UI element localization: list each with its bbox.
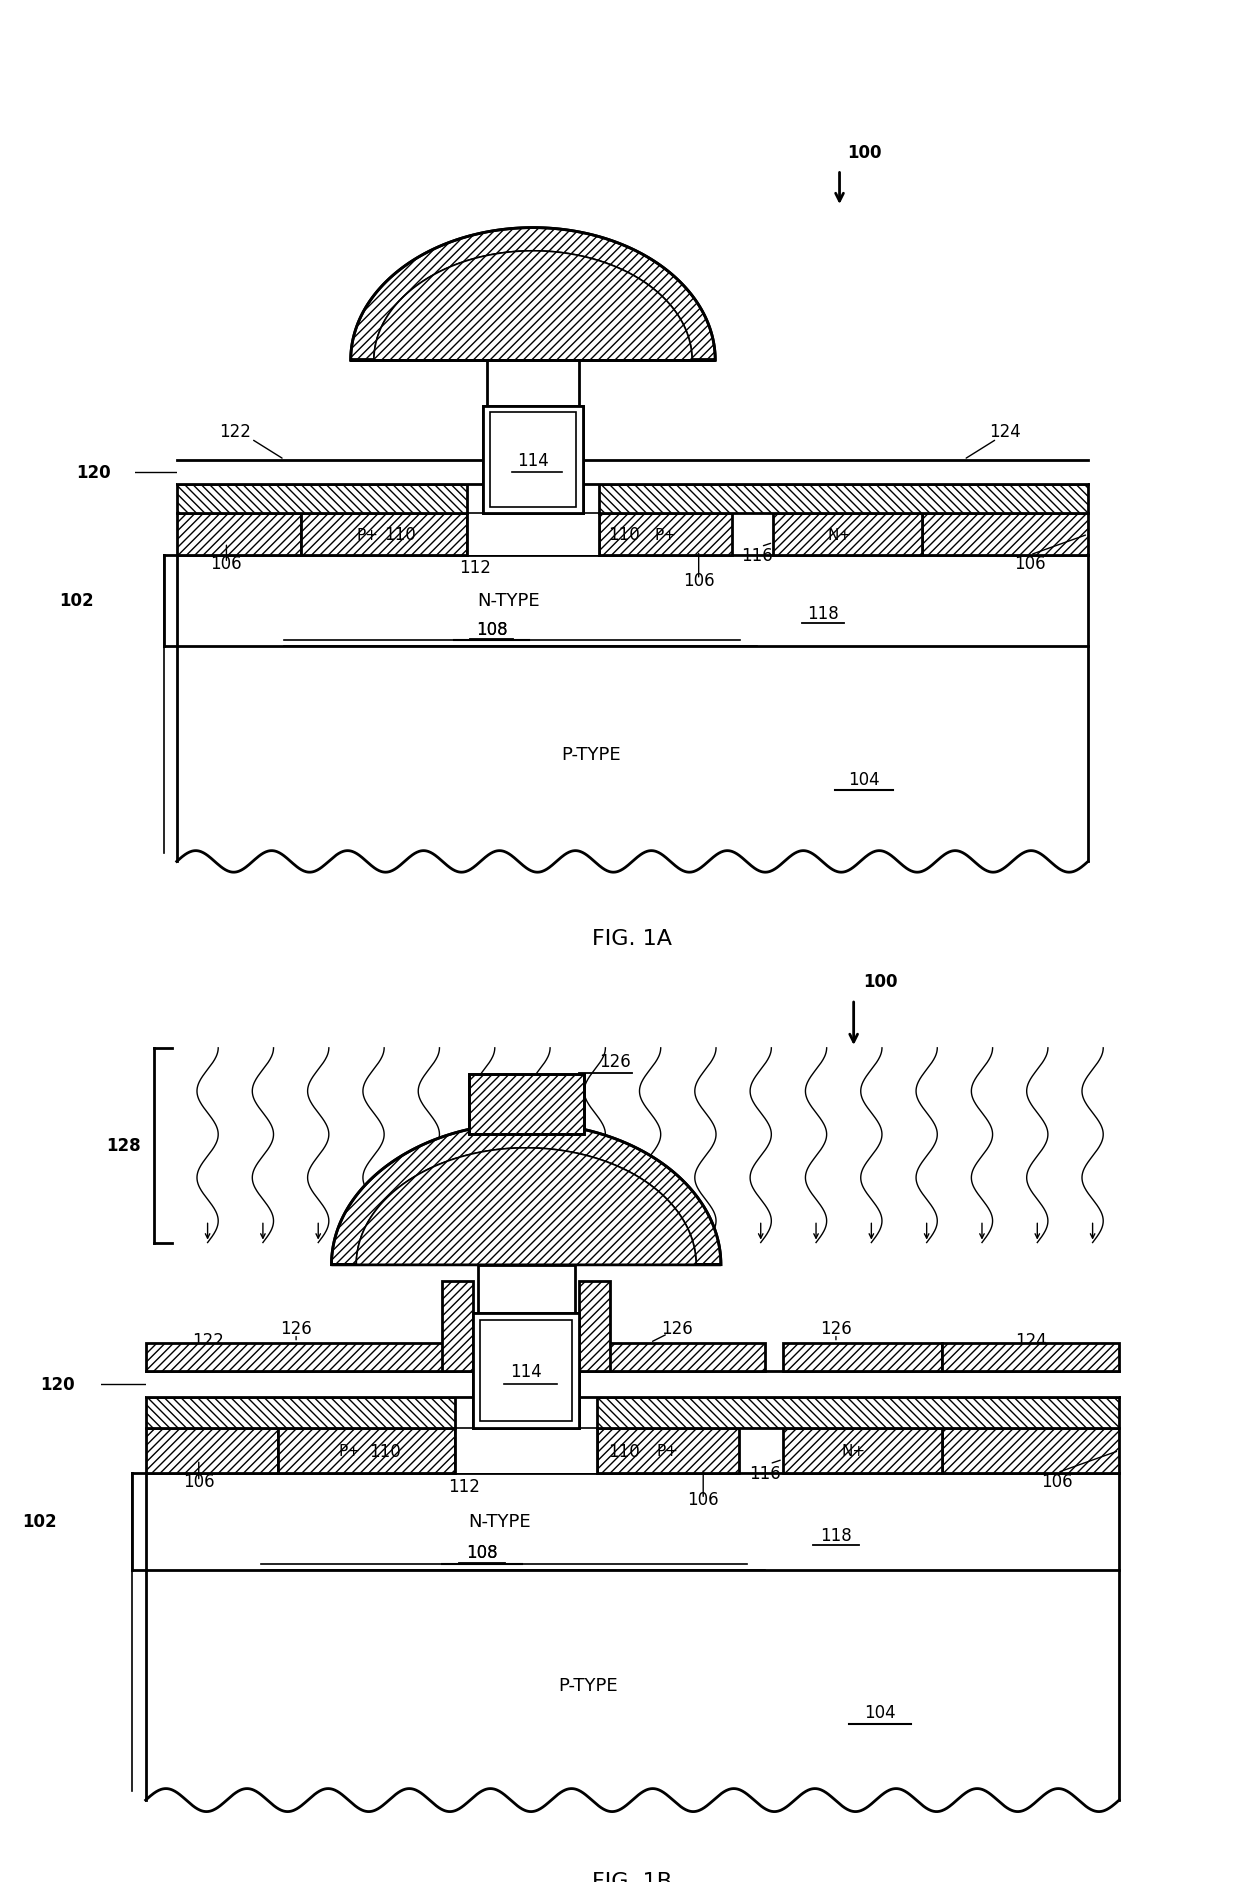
Bar	[782, 1428, 942, 1474]
Text: N+: N+	[827, 527, 852, 542]
Text: 110: 110	[608, 1442, 640, 1460]
Bar	[145, 1344, 455, 1372]
Text: FIG. 1A: FIG. 1A	[593, 928, 672, 949]
Bar	[145, 1372, 1120, 1398]
Polygon shape	[356, 1148, 696, 1265]
Text: 112: 112	[449, 1449, 522, 1494]
Text: 102: 102	[22, 1513, 57, 1530]
Bar	[279, 1428, 455, 1474]
Text: 106: 106	[1014, 555, 1045, 572]
Bar	[301, 514, 466, 555]
Bar	[177, 461, 1087, 486]
Text: 104: 104	[864, 1703, 897, 1720]
Text: 106: 106	[1042, 1474, 1073, 1491]
Text: 126: 126	[280, 1319, 312, 1338]
Text: 110: 110	[384, 525, 417, 544]
Text: 106: 106	[184, 1474, 215, 1491]
Bar	[484, 407, 583, 514]
Bar	[466, 514, 599, 555]
Text: 128: 128	[107, 1137, 141, 1154]
Text: 126: 126	[599, 1052, 631, 1071]
Bar	[923, 514, 1087, 555]
Bar	[469, 1075, 584, 1135]
Bar	[484, 407, 583, 514]
Bar	[596, 1398, 1120, 1428]
Text: 106: 106	[687, 1491, 719, 1507]
Text: 108: 108	[476, 621, 507, 640]
Text: P+: P+	[657, 1443, 678, 1459]
Bar	[599, 514, 732, 555]
Text: N-TYPE: N-TYPE	[469, 1513, 531, 1530]
Bar	[477, 1265, 575, 1314]
Text: 108: 108	[466, 1543, 497, 1562]
Text: 106: 106	[683, 572, 714, 589]
Text: 108: 108	[466, 1543, 497, 1562]
Text: 120: 120	[40, 1376, 74, 1393]
Text: 106: 106	[211, 555, 242, 572]
Bar	[474, 1314, 579, 1428]
Text: 126: 126	[820, 1319, 852, 1338]
Text: 116: 116	[749, 1464, 781, 1481]
Bar	[177, 486, 466, 514]
Text: P+: P+	[339, 1443, 360, 1459]
Bar	[455, 1428, 596, 1474]
Text: P+: P+	[655, 527, 677, 542]
Text: 122: 122	[192, 1331, 223, 1349]
Text: 102: 102	[60, 593, 94, 610]
Bar	[145, 1474, 1120, 1799]
Text: P-TYPE: P-TYPE	[562, 745, 621, 764]
Bar	[774, 514, 923, 555]
Bar	[490, 414, 577, 508]
Text: P-TYPE: P-TYPE	[558, 1677, 618, 1694]
Text: 124: 124	[990, 422, 1021, 440]
Text: 100: 100	[847, 145, 882, 162]
Text: 110: 110	[368, 1442, 401, 1460]
Bar	[480, 1321, 572, 1421]
Text: FIG. 1B: FIG. 1B	[593, 1871, 672, 1882]
Text: 126: 126	[661, 1319, 692, 1338]
Text: 118: 118	[820, 1526, 852, 1543]
Bar	[596, 1344, 765, 1372]
Bar	[145, 1398, 455, 1428]
Bar	[469, 1075, 584, 1135]
Text: N+: N+	[842, 1443, 866, 1459]
Text: 108: 108	[476, 621, 507, 640]
Text: 104: 104	[848, 770, 880, 789]
Text: 124: 124	[1014, 1331, 1047, 1349]
Bar	[474, 1314, 579, 1428]
Text: 100: 100	[863, 973, 898, 990]
Bar	[599, 486, 1087, 514]
Bar	[177, 555, 1087, 862]
Bar	[484, 461, 583, 514]
Text: 114: 114	[511, 1363, 542, 1380]
Polygon shape	[374, 252, 692, 361]
Bar	[942, 1428, 1120, 1474]
Text: 114: 114	[517, 452, 549, 469]
Bar	[443, 1282, 474, 1372]
Bar	[145, 1428, 279, 1474]
Bar	[490, 414, 577, 508]
Text: 114: 114	[517, 452, 549, 469]
Bar	[579, 1282, 610, 1372]
Bar	[177, 514, 301, 555]
Text: 122: 122	[218, 422, 250, 440]
Bar	[474, 1372, 579, 1428]
Text: 116: 116	[740, 546, 773, 565]
Bar	[596, 1428, 739, 1474]
Text: 118: 118	[807, 604, 838, 623]
Bar	[487, 361, 579, 407]
Polygon shape	[331, 1124, 720, 1265]
Text: 114: 114	[511, 1363, 542, 1380]
Bar	[782, 1344, 942, 1372]
Text: 110: 110	[609, 525, 640, 544]
Text: N-TYPE: N-TYPE	[477, 593, 539, 610]
Text: P+: P+	[356, 527, 378, 542]
Bar	[942, 1344, 1120, 1372]
Text: 112: 112	[459, 533, 529, 578]
Bar	[480, 1321, 572, 1421]
Text: 120: 120	[76, 463, 110, 482]
Polygon shape	[351, 228, 715, 361]
